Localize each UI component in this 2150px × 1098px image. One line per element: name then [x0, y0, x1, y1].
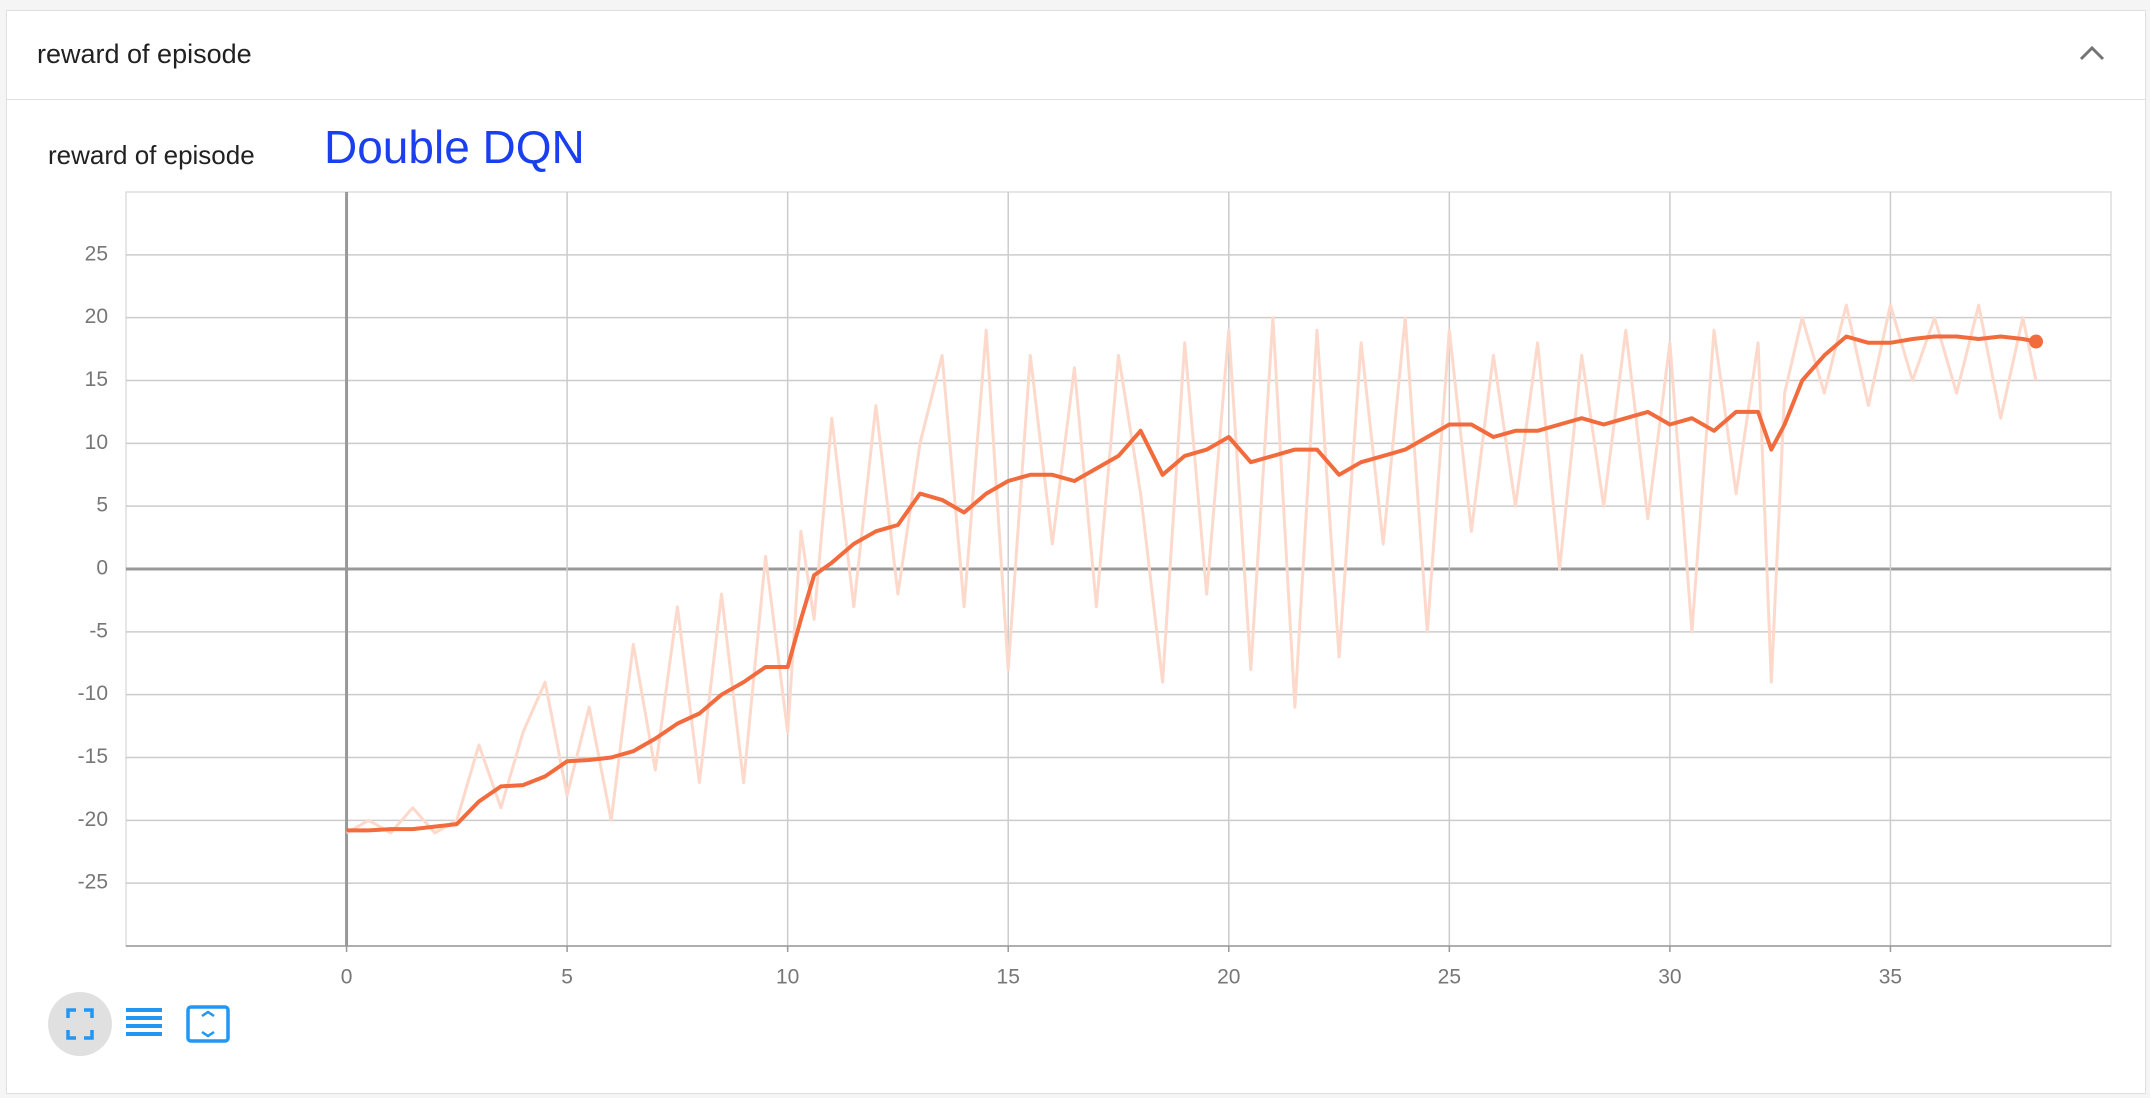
x-tick-label: 5	[561, 966, 573, 989]
card-title: reward of episode	[37, 39, 252, 69]
x-tick-label: 35	[1879, 966, 1902, 989]
x-tick-label: 30	[1658, 966, 1681, 989]
y-tick-label: -20	[78, 808, 108, 831]
card-header: reward of episode	[7, 11, 2145, 100]
y-tick-label: 15	[85, 368, 108, 391]
log-scale-button[interactable]	[126, 1008, 162, 1036]
zoom-button[interactable]	[186, 1005, 230, 1043]
x-tick-label: 10	[776, 966, 799, 989]
x-tick-label: 15	[997, 966, 1020, 989]
end-point	[2029, 334, 2044, 349]
y-tick-label: -25	[78, 871, 108, 894]
y-tick-label: -10	[78, 682, 108, 705]
raw-line	[345, 303, 2038, 835]
fit-button[interactable]	[48, 992, 112, 1056]
y-tick-label: 0	[96, 557, 108, 580]
chart-title: reward of episode	[48, 140, 255, 170]
y-tick-label: 5	[96, 494, 108, 517]
annotation: Double DQN	[324, 121, 585, 173]
collapse-button[interactable]	[2077, 41, 2107, 65]
x-tick-label: 25	[1438, 966, 1461, 989]
y-tick-label: 25	[85, 242, 108, 265]
x-tick-label: 20	[1217, 966, 1240, 989]
smoothed-line	[346, 334, 2037, 833]
y-tick-label: 20	[85, 305, 108, 328]
x-tick-label: 0	[341, 966, 353, 989]
y-tick-label: -5	[89, 619, 108, 642]
y-tick-label: 10	[85, 431, 108, 454]
card: reward of episode	[6, 10, 2146, 1094]
y-tick-label: -15	[78, 745, 108, 768]
